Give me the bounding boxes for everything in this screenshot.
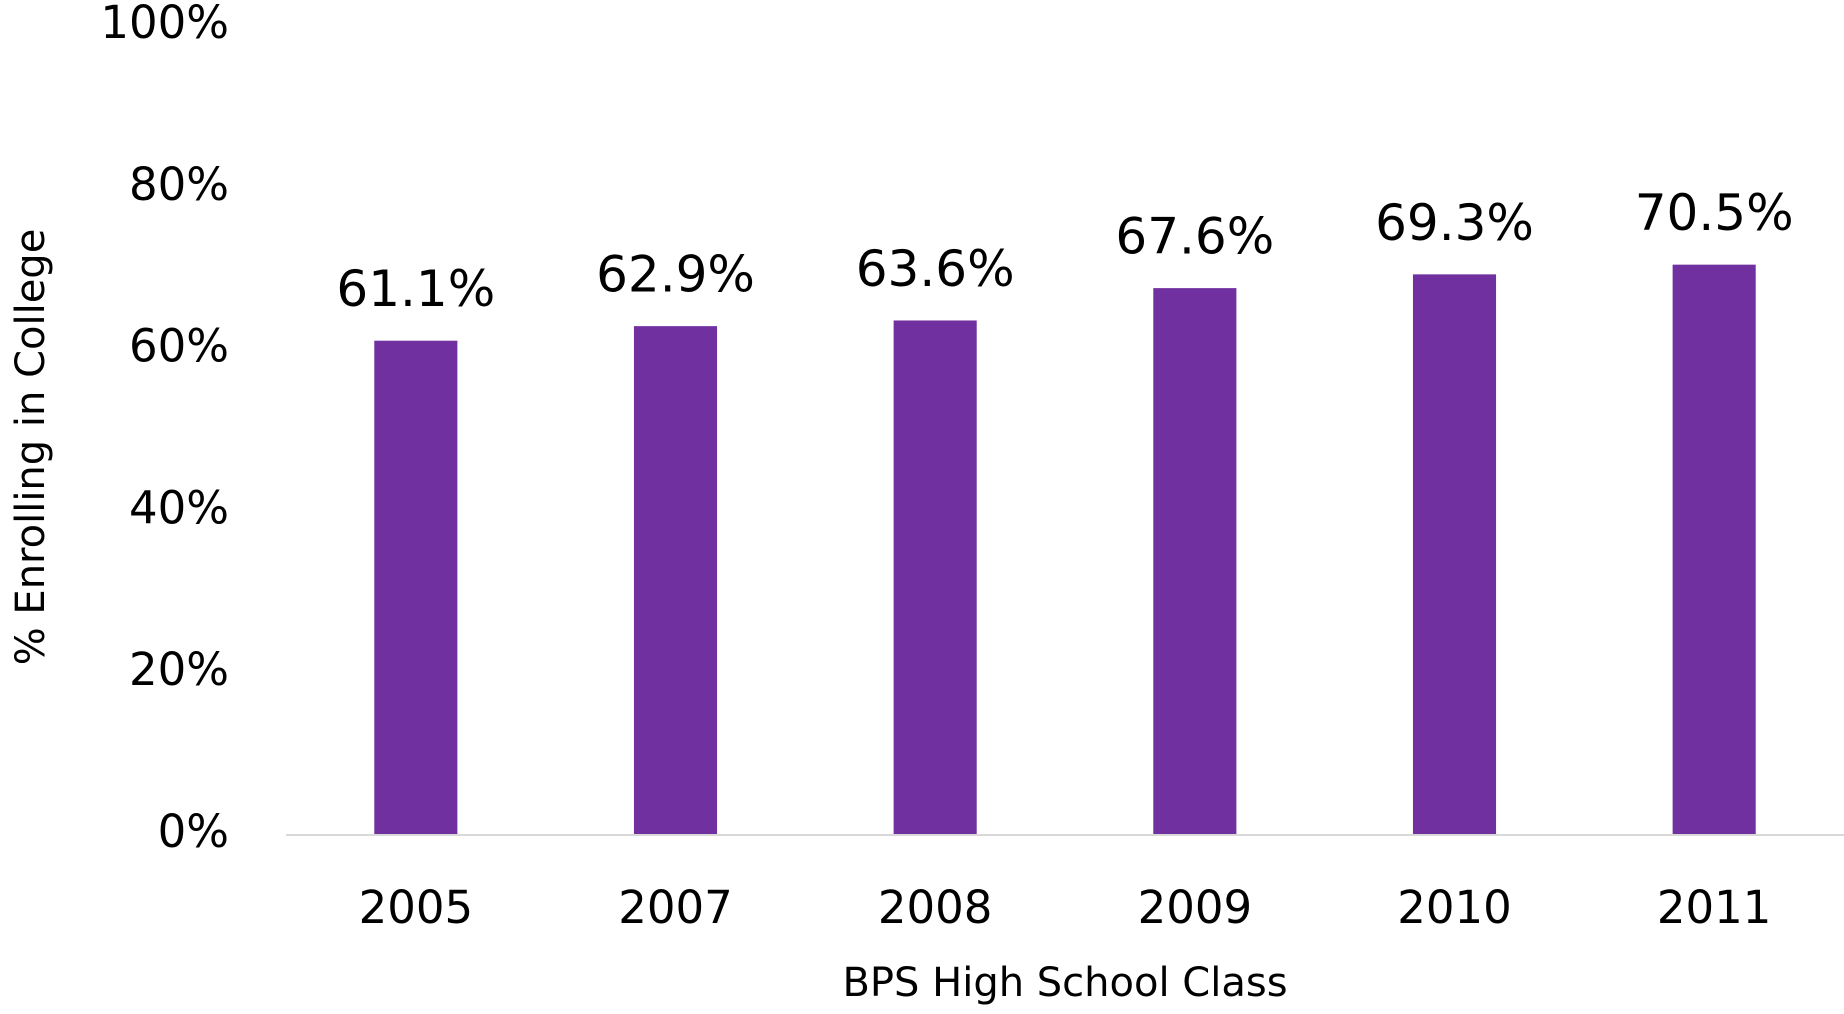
x-tick-label: 2011 [1657, 881, 1772, 934]
bar [1672, 264, 1756, 835]
x-tick-label: 2008 [878, 881, 993, 934]
x-tick-label: 2007 [618, 881, 733, 934]
data-label: 67.6% [1115, 208, 1274, 266]
y-tick-label: 40% [129, 481, 229, 534]
y-tick-label: 20% [129, 643, 229, 696]
data-label: 70.5% [1635, 184, 1794, 242]
data-label: 61.1% [336, 260, 495, 318]
data-label: 69.3% [1375, 194, 1534, 252]
bar [374, 340, 458, 835]
data-label: 63.6% [856, 240, 1015, 298]
y-axis-title: % Enrolling in College [8, 229, 54, 666]
bar [1153, 288, 1237, 836]
x-axis-title: BPS High School Class [842, 960, 1287, 1006]
y-tick-label: 0% [158, 805, 229, 858]
y-tick-label: 80% [129, 158, 229, 211]
x-tick-label: 2005 [359, 881, 474, 934]
data-label: 62.9% [596, 246, 755, 304]
x-tick-label: 2010 [1397, 881, 1512, 934]
bar [893, 320, 977, 835]
x-tick-label: 2009 [1138, 881, 1253, 934]
bar [1412, 274, 1497, 835]
y-tick-label: 100% [100, 0, 229, 49]
bar [633, 326, 718, 835]
y-tick-label: 60% [129, 320, 229, 373]
